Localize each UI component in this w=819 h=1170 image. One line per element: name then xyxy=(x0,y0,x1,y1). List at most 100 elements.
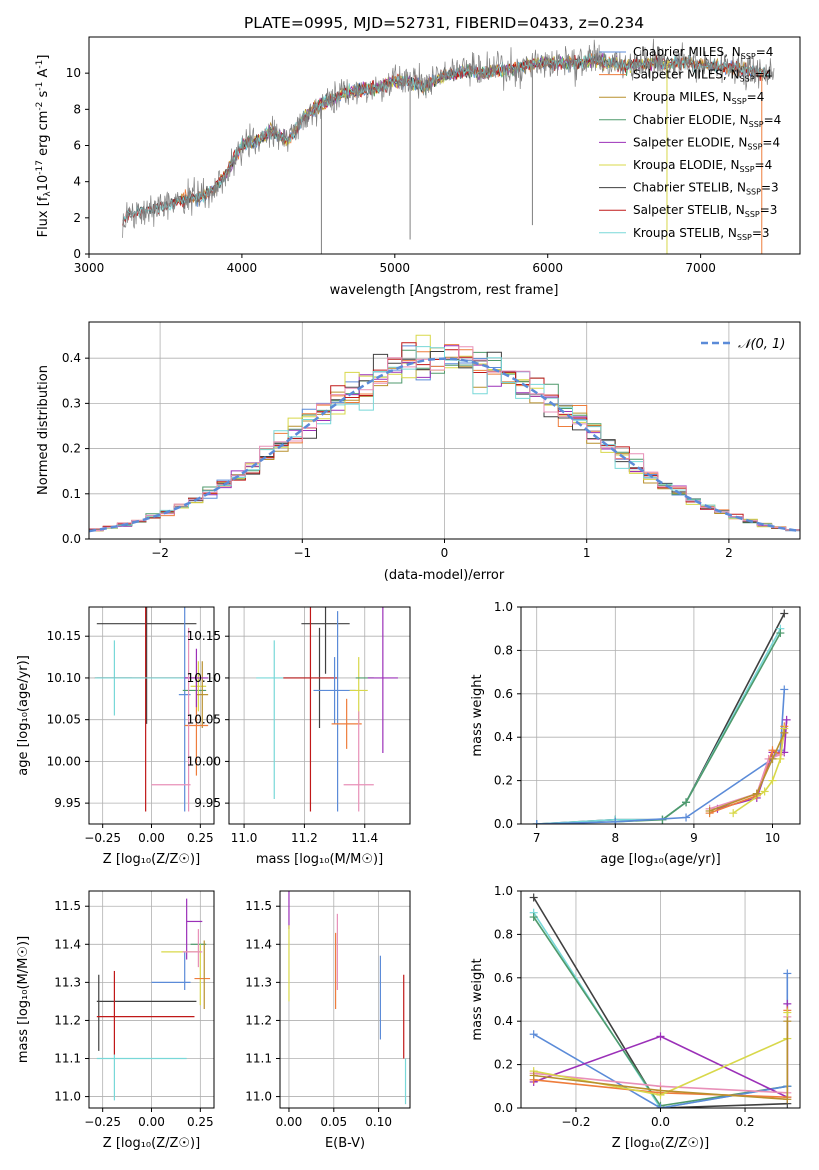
legend-text: Chabrier MILES, N xyxy=(633,45,741,59)
mass-vs-EBV-x-label: E(B-V) xyxy=(325,1136,365,1151)
x-tick-label: 11.0 xyxy=(231,831,258,845)
residual-y-tick-label: 0.1 xyxy=(62,487,81,501)
gaussian-legend-label: 𝒩(0, 1) xyxy=(738,337,785,352)
y-tick-label: 1.0 xyxy=(494,600,513,614)
legend-text: Kroupa STELIB, N xyxy=(633,226,737,240)
x-tick-label: −0.25 xyxy=(84,831,121,845)
mass-weight-vs-Z-panel: −0.2 0.0 0.2 0.0 0.2 0.4 0.6 0.8 1.0 Z [log₁₀(Z/Z… xyxy=(470,884,801,1151)
y-tick-label: 10.15 xyxy=(187,629,221,643)
legend-tail: =4 xyxy=(756,45,774,59)
y-tick-label: 0.4 xyxy=(494,1014,513,1028)
legend-sub: SSP xyxy=(749,120,764,129)
legend-text: Kroupa MILES, N xyxy=(633,90,732,104)
age-vs-Z-marks xyxy=(94,607,209,812)
y-tick-label: 0.8 xyxy=(494,927,513,941)
mass-weight-vs-age-y-label: mass weight xyxy=(470,674,485,756)
legend-sub: SSP xyxy=(732,97,747,106)
legend-label: Chabrier ELODIE, NSSP=4 xyxy=(633,113,781,129)
y-tick-label: 10.00 xyxy=(187,754,221,768)
mass-weight-vs-Z-x-label: Z [log₁₀(Z/Z☉)] xyxy=(612,1136,709,1151)
axes-frame xyxy=(279,890,411,1109)
legend-text: Salpeter ELODIE, N xyxy=(633,135,747,149)
x-tick-label: 0.2 xyxy=(735,1115,754,1129)
y-tick-label: 11.0 xyxy=(245,1090,272,1104)
y-tick-label: 0.0 xyxy=(494,817,513,831)
mass-vs-Z-panel: −0.25 0.00 0.25 11.0 11.1 11.2 11.3 11.4 11.5 Z [… xyxy=(16,890,215,1151)
legend-sub: SSP xyxy=(741,52,756,61)
residual-y-tick-label: 0.3 xyxy=(62,396,81,410)
legend-sub: SSP xyxy=(737,233,752,242)
residual-x-tick-label: 2 xyxy=(725,546,733,560)
age-vs-Z-y-label: age [log₁₀(age/yr)] xyxy=(16,655,31,776)
mass-vs-EBV-marks xyxy=(288,891,407,1105)
y-tick-label: 11.4 xyxy=(245,937,272,951)
mass-vs-EBV-panel: 0.00 0.05 0.10 11.0 11.1 11.2 11.3 11.4 11.5 E(B-… xyxy=(245,890,411,1151)
age-vs-Z-panel: −0.25 0.00 0.25 9.95 10.00 10.05 10.10 10.15 Z [… xyxy=(16,606,215,867)
legend-label: Chabrier MILES, NSSP=4 xyxy=(633,45,773,61)
y-tick-label: 0.6 xyxy=(494,971,513,985)
y-tick-label: 1.0 xyxy=(494,884,513,898)
mass-weight-vs-Z-marks xyxy=(529,893,792,1108)
legend-label: Kroupa ELODIE, NSSP=4 xyxy=(633,158,772,174)
residual-y-tick-label: 0.2 xyxy=(62,442,81,456)
legend-tail: =4 xyxy=(755,158,773,172)
residual-x-label: (data-model)/error xyxy=(384,568,505,583)
x-tick-label: 0.00 xyxy=(276,1115,303,1129)
y-tick-label: 11.4 xyxy=(54,937,81,951)
y-tick-label: 10.05 xyxy=(47,713,81,727)
mass-weight-vs-Z-y-label: mass weight xyxy=(470,958,485,1040)
y-tick-label: 11.3 xyxy=(54,975,81,989)
spectrum-x-tick-label: 5000 xyxy=(380,261,411,275)
residual-histogram xyxy=(89,346,800,531)
x-tick-label: 0.05 xyxy=(320,1115,347,1129)
mass-weight-line xyxy=(533,897,788,1108)
legend-tail: =4 xyxy=(762,135,780,149)
y-tick-label: 0.4 xyxy=(494,730,513,744)
residual-y-tick-label: 0.0 xyxy=(62,532,81,546)
age-vs-Z-x-label: Z [log₁₀(Z/Z☉)] xyxy=(103,852,200,867)
spectrum-y-tick-label: 8 xyxy=(73,102,81,116)
figure-title: PLATE=0995, MJD=52731, FIBERID=0433, z=0… xyxy=(244,14,644,32)
legend-text: Salpeter STELIB, N xyxy=(633,203,745,217)
x-tick-label: 0.0 xyxy=(651,1115,670,1129)
spectrum-y-label: Flux [fλ10-17 erg cm-2 s-1 A-1] xyxy=(35,55,53,238)
legend-sub: SSP xyxy=(740,75,755,84)
y-tick-label: 10.10 xyxy=(47,671,81,685)
y-tick-label: 11.2 xyxy=(54,1013,81,1027)
y-tick-label: 0.8 xyxy=(494,643,513,657)
spectrum-y-tick-label: 4 xyxy=(73,175,81,189)
residual-x-tick-label: −2 xyxy=(151,546,169,560)
legend-label: Kroupa STELIB, NSSP=3 xyxy=(633,226,770,242)
residual-y-tick-label: 0.4 xyxy=(62,351,81,365)
mass-vs-Z-marks xyxy=(96,898,211,1101)
x-tick-label: 0.00 xyxy=(138,831,165,845)
observed-spectrum xyxy=(122,38,775,238)
spectrum-lines xyxy=(122,38,775,254)
x-tick-label: 11.2 xyxy=(291,831,318,845)
legend-tail: =3 xyxy=(752,226,770,240)
legend-text: Chabrier ELODIE, N xyxy=(633,113,749,127)
mass-weight-line xyxy=(709,732,786,812)
y-tick-label: 10.10 xyxy=(187,671,221,685)
x-tick-label: 7 xyxy=(533,831,541,845)
legend-tail: =4 xyxy=(764,113,782,127)
gaussian-curve xyxy=(88,357,801,533)
y-tick-label: 0.0 xyxy=(494,1101,513,1115)
age-vs-mass-marks xyxy=(256,607,398,812)
y-tick-label: 11.5 xyxy=(245,899,272,913)
legend-label: Salpeter STELIB, NSSP=3 xyxy=(633,203,777,219)
y-tick-label: 0.2 xyxy=(494,774,513,788)
spectrum-y-tick-label: 6 xyxy=(73,139,81,153)
legend-label: Chabrier STELIB, NSSP=3 xyxy=(633,181,779,197)
mass-weight-vs-age-x-label: age [log₁₀(age/yr)] xyxy=(600,852,721,867)
legend-label: Salpeter MILES, NSSP=4 xyxy=(633,68,772,84)
legend-sub: SSP xyxy=(747,142,762,151)
x-tick-label: 10 xyxy=(765,831,780,845)
y-tick-label: 11.1 xyxy=(245,1052,272,1066)
legend-tail: =4 xyxy=(747,90,765,104)
x-tick-label: 0.25 xyxy=(187,831,214,845)
y-tick-label: 11.0 xyxy=(54,1090,81,1104)
spectrum-x-tick-label: 6000 xyxy=(532,261,563,275)
